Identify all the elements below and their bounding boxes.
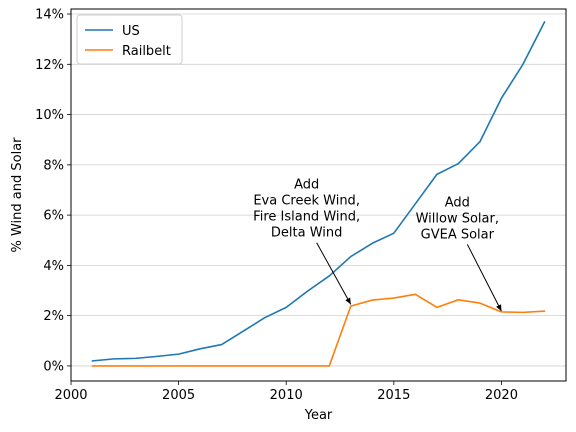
series-lines xyxy=(91,20,546,367)
annotation-text-line: GVEA Solar xyxy=(421,227,495,242)
y-tick-label: 0% xyxy=(43,359,64,374)
y-tick-label: 2% xyxy=(43,309,64,324)
y-tick-label: 6% xyxy=(43,209,64,224)
annotation-text-line: Fire Island Wind, xyxy=(253,210,360,225)
annotation-text-line: Eva Creek Wind, xyxy=(253,194,360,209)
axis-ticks: 2000 2005 2010 2015 2020 0% 2% 4% 6% 8% 10% 12% 14% xyxy=(35,8,518,403)
annotation-arrow xyxy=(466,244,502,312)
annotation-text-line: Add xyxy=(445,195,470,210)
x-axis-label: Year xyxy=(304,408,333,423)
x-tick-label: 2015 xyxy=(377,388,410,403)
y-tick-label: 14% xyxy=(35,8,64,23)
x-tick-label: 2010 xyxy=(270,388,303,403)
legend-label: Railbelt xyxy=(122,44,171,59)
series-line-railbelt xyxy=(91,293,546,367)
y-tick-label: 12% xyxy=(35,58,64,73)
x-tick-label: 2020 xyxy=(485,388,518,403)
plot-frame xyxy=(70,8,567,382)
x-tick-label: 2005 xyxy=(162,388,195,403)
annotation-text-line: Add xyxy=(294,178,319,193)
annotation-text-line: Willow Solar, xyxy=(416,211,499,226)
y-axis-label: % Wind and Solar xyxy=(10,137,25,253)
annotation-arrow xyxy=(316,242,352,305)
series-line-us xyxy=(91,20,546,362)
legend: US Railbelt xyxy=(76,14,183,65)
y-tick-label: 10% xyxy=(35,108,64,123)
x-tick-label: 2000 xyxy=(54,388,87,403)
y-tick-label: 8% xyxy=(43,158,64,173)
legend-box xyxy=(76,14,183,65)
legend-label: US xyxy=(122,24,140,39)
y-tick-label: 4% xyxy=(43,259,64,274)
annotation-text-line: Delta Wind xyxy=(271,226,343,241)
